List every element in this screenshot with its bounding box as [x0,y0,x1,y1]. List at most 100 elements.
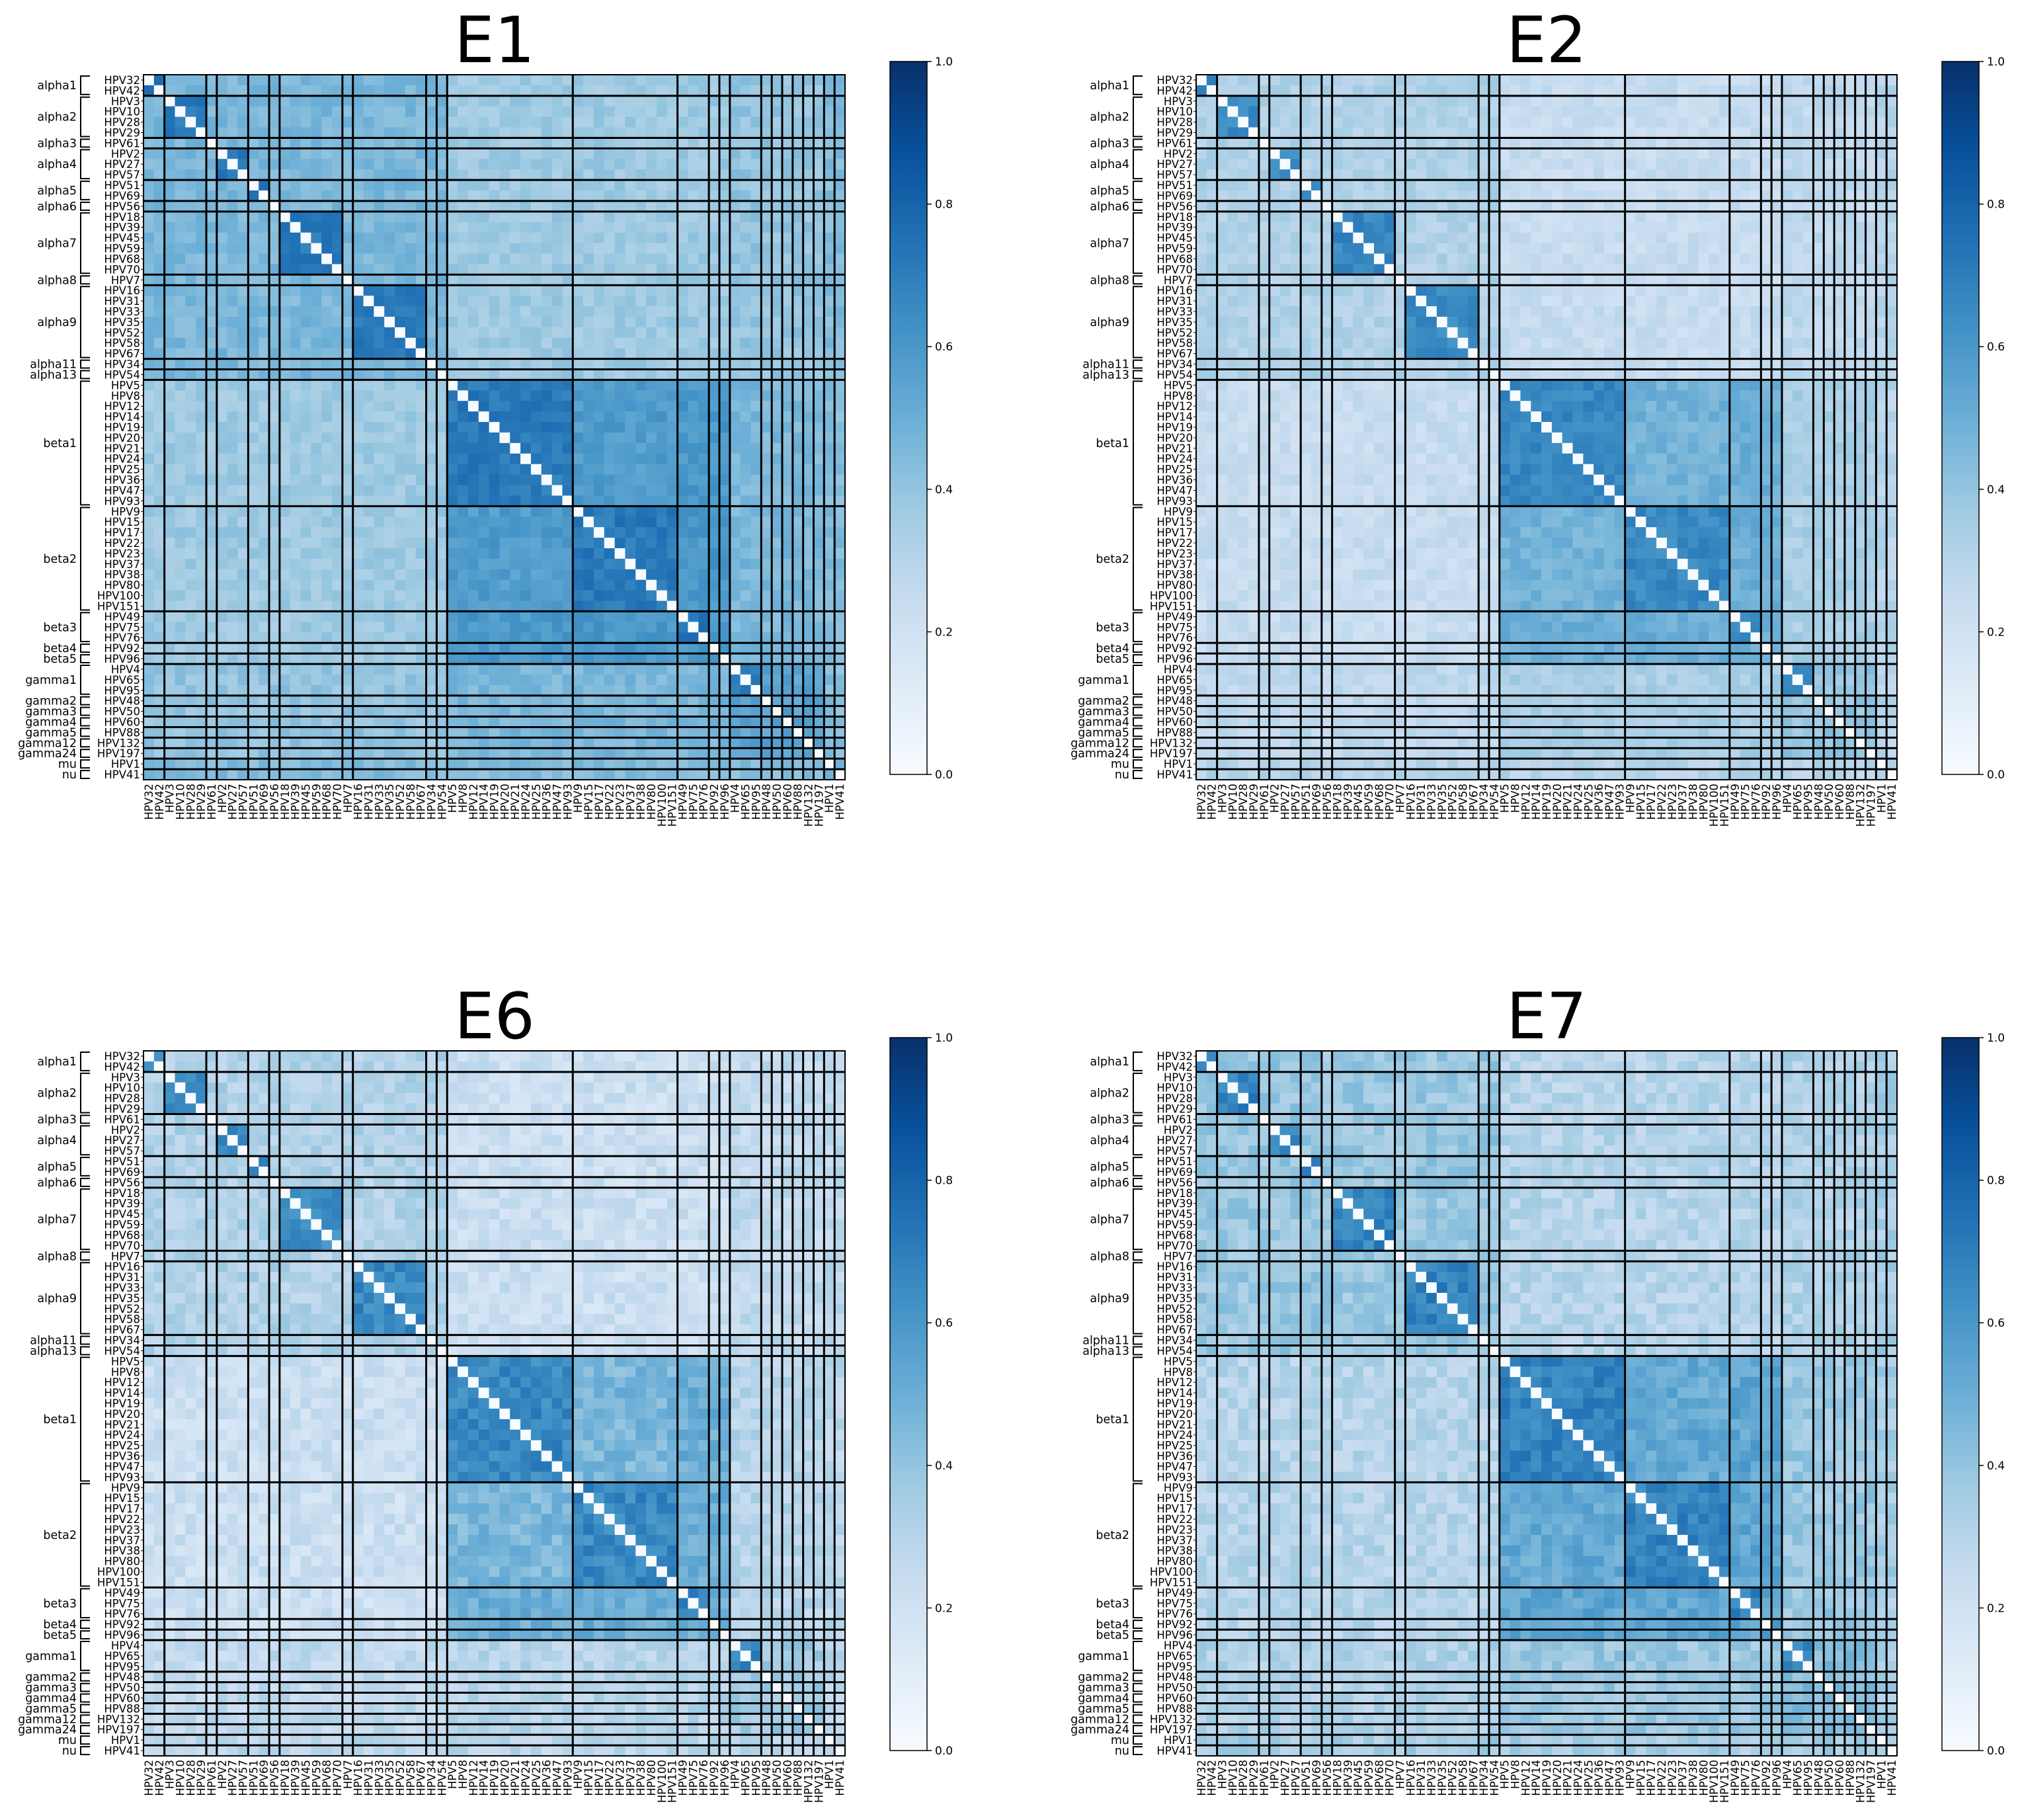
heatmap-cell [206,306,218,317]
heatmap-cell [478,769,490,780]
heatmap-cell [467,569,479,581]
heatmap-cell [300,296,311,307]
heatmap-cell [196,706,207,718]
heatmap-cell [196,232,207,244]
heatmap-cell [237,579,249,591]
heatmap-cell [813,748,825,759]
heatmap-cell [520,474,532,486]
heatmap-cell [352,548,364,559]
heatmap-cell [604,769,616,780]
heatmap-cell [175,148,186,159]
heatmap-cell [143,274,155,286]
heatmap-cell [1886,85,1898,97]
heatmap-cell [153,401,165,412]
heatmap-cell [384,148,395,159]
heatmap-cell [237,296,249,307]
heatmap-cell [259,380,270,391]
heatmap-cell [510,127,521,139]
heatmap-cell [290,116,302,128]
heatmap-cell [467,380,479,391]
heatmap-cell [772,264,783,275]
heatmap-cell [824,737,835,749]
heatmap-cell [803,95,815,107]
heatmap-cell [824,422,835,433]
heatmap-cell [604,716,616,728]
heatmap-cell [478,527,490,538]
heatmap-cell [279,232,291,244]
heatmap-cell [593,200,605,212]
heatmap-cell [614,695,626,707]
heatmap-cell [153,632,165,643]
heatmap-cell [279,622,291,633]
heatmap-cell [478,116,490,128]
heatmap-cell [824,632,835,643]
heatmap-cell [782,274,793,286]
heatmap-cell [290,253,302,265]
heatmap-cell [510,85,521,97]
heatmap-cell [467,159,479,170]
heatmap-cell [646,75,657,86]
heatmap-cell [750,684,762,696]
heatmap-cell [625,527,636,538]
heatmap-cell [332,684,343,696]
heatmap-cell [352,653,364,665]
heatmap-cell [688,737,699,749]
heatmap-cell [405,75,417,86]
heatmap-cell [510,358,521,370]
heatmap-cell [593,622,605,633]
heatmap-cell [206,579,218,591]
heatmap-cell [458,222,469,233]
heatmap-cell [384,411,395,423]
heatmap-cell [729,232,741,244]
heatmap-cell [227,116,239,128]
heatmap-cell [1363,75,1375,86]
heatmap-cell [656,85,668,97]
group-label: alpha11 [30,358,77,372]
heatmap-cell [206,348,218,360]
heatmap-cell [562,464,573,476]
heatmap-cell [467,390,479,401]
heatmap-cell [415,727,427,738]
heatmap-cell [489,695,501,707]
heatmap-cell [206,200,218,212]
heatmap-cell [750,264,762,275]
heatmap-cell [666,474,678,486]
heatmap-cell [489,222,501,233]
heatmap-cell [530,85,542,97]
heatmap-cell [143,538,155,549]
heatmap-cell [384,590,395,602]
heatmap-cell [562,222,573,233]
heatmap-cell [405,380,417,391]
heatmap-cell [813,517,825,528]
heatmap-cell [792,517,804,528]
heatmap-cell [279,190,291,202]
heatmap-cell [489,706,501,718]
heatmap-cell [478,390,490,401]
heatmap-cell [750,253,762,265]
heatmap-cell [562,485,573,497]
heatmap-cell [635,169,647,181]
heatmap-cell [688,759,699,770]
heatmap-cell [436,337,448,349]
heatmap-cell [227,611,239,622]
heatmap-cell [342,75,354,86]
heatmap-cell [1405,75,1416,86]
heatmap-cell [750,285,762,296]
heatmap-cell [405,527,417,538]
row-label: HPV38 [104,569,140,581]
heatmap-cell [803,274,815,286]
heatmap-cell [269,327,280,339]
heatmap-cell [824,159,835,170]
heatmap-cell [237,253,249,265]
heatmap-cell [279,759,291,770]
heatmap-cell [562,579,573,591]
heatmap-cell [352,232,364,244]
heatmap-cell [227,442,239,454]
heatmap-cell [510,190,521,202]
heatmap-cell [237,432,249,444]
heatmap-cell [719,643,731,654]
heatmap-cell [666,411,678,423]
heatmap-cell [279,474,291,486]
heatmap-cell [237,706,249,718]
heatmap-cell [562,695,573,707]
